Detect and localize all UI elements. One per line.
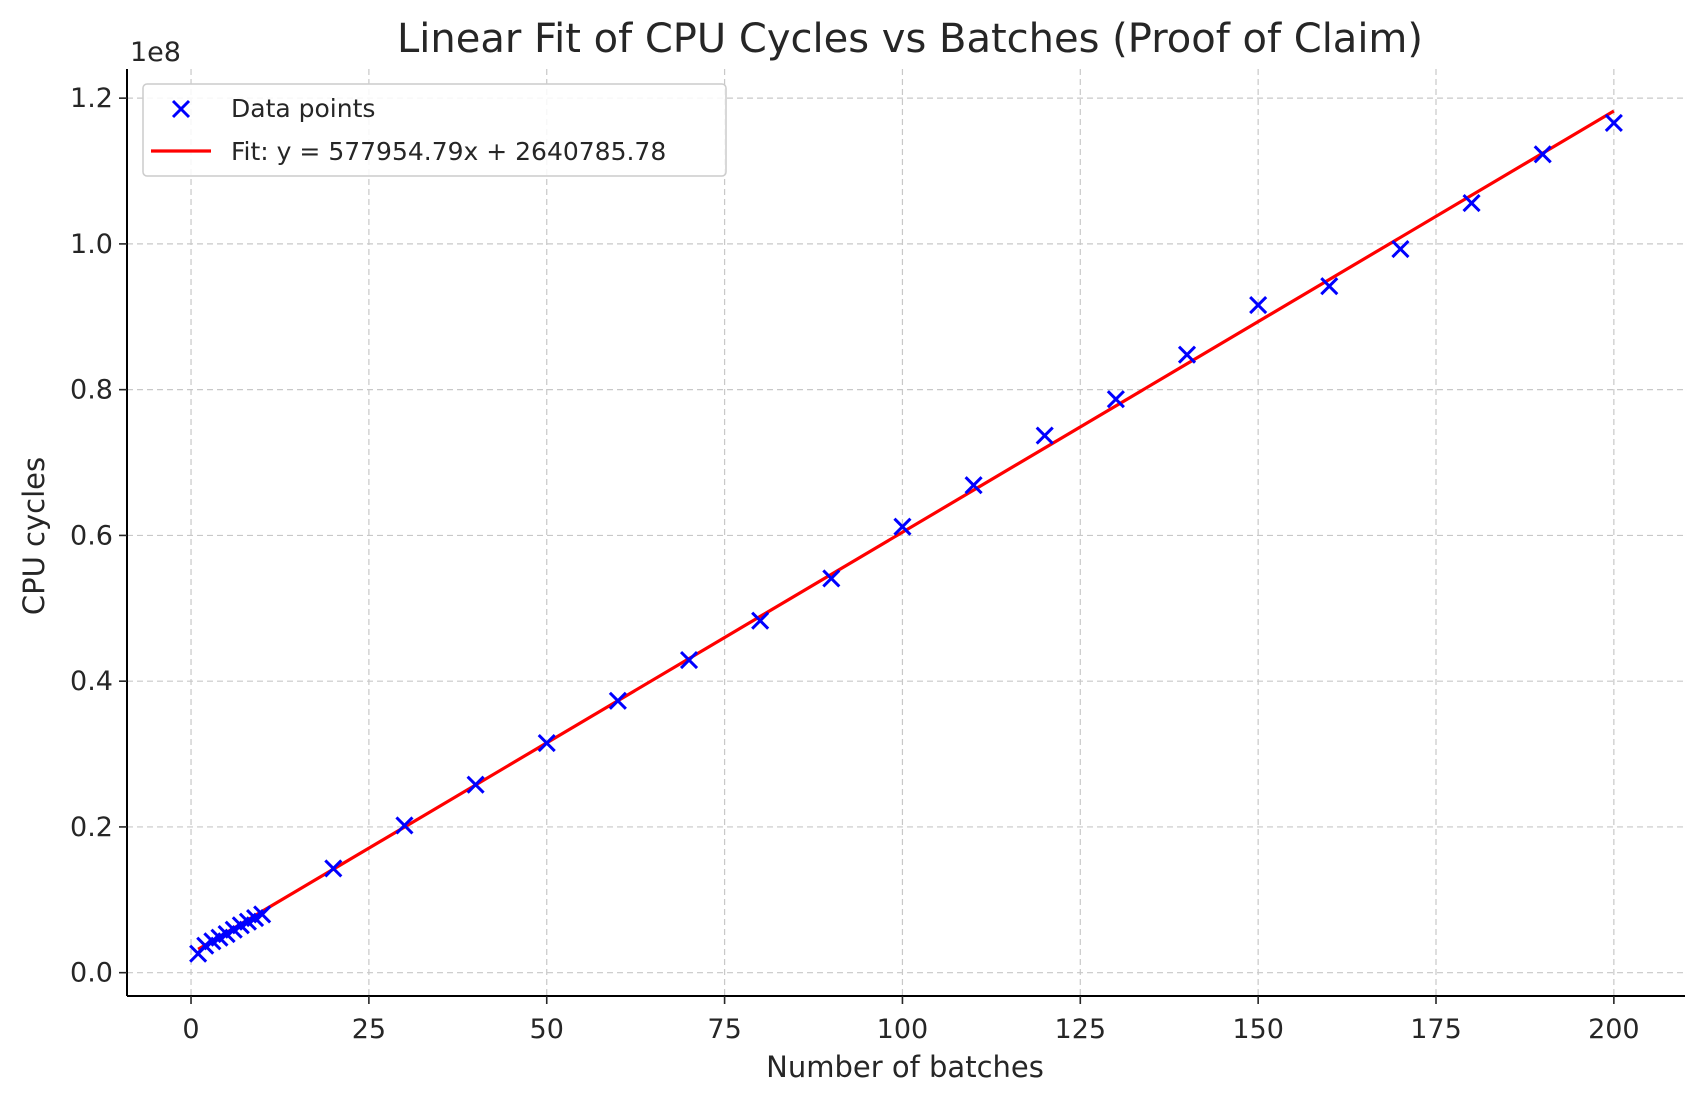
y-tick-label: 0.2	[70, 812, 113, 843]
y-tick-label: 0.0	[70, 958, 113, 989]
legend-box	[142, 83, 727, 177]
data-point	[893, 517, 912, 536]
data-points-layer	[189, 113, 1623, 963]
legend-x-marker	[171, 99, 191, 119]
x-tick-label: 175	[1410, 1014, 1462, 1045]
x-tick-label: 100	[877, 1014, 929, 1045]
y-offset-label: 1e8	[130, 37, 181, 68]
data-point	[679, 650, 699, 670]
x-tick-label: 75	[707, 1014, 741, 1045]
data-point	[1533, 145, 1552, 164]
x-tick-label: 125	[1055, 1014, 1107, 1045]
data-point	[253, 905, 272, 924]
x-tick-label: 0	[182, 1014, 199, 1045]
data-point	[822, 569, 841, 588]
data-point	[964, 476, 983, 495]
x-tick-label: 25	[352, 1014, 386, 1045]
y-tick-label: 1.0	[70, 229, 113, 260]
data-point	[608, 691, 627, 710]
x-tick-label: 150	[1232, 1014, 1284, 1045]
y-axis-ticks: 0.0 0.2 0.4 0.6 0.8 1.0 1.2	[70, 83, 127, 989]
data-point	[751, 611, 770, 630]
data-point	[1035, 426, 1054, 445]
legend: Data points Fit: y = 577954.79x + 264078…	[142, 83, 727, 177]
x-tick-label: 200	[1588, 1014, 1640, 1045]
axes	[126, 69, 1685, 997]
grid	[127, 69, 1685, 996]
legend-scatter-marker	[171, 99, 191, 119]
y-tick-label: 0.6	[70, 520, 113, 551]
data-point	[1462, 194, 1481, 213]
y-tick-label: 0.4	[70, 666, 113, 697]
legend-label-data-points: Data points	[231, 94, 375, 123]
legend-label-fit: Fit: y = 577954.79x + 2640785.78	[231, 137, 666, 166]
data-point	[1106, 390, 1125, 409]
x-axis-ticks: 0 25 50 75 100 125 150 175 200	[182, 996, 1640, 1045]
data-point	[537, 734, 556, 753]
chart-title: Linear Fit of CPU Cycles vs Batches (Pro…	[397, 16, 1423, 62]
data-point	[1604, 113, 1623, 132]
data-point	[1177, 345, 1197, 364]
data-point	[395, 816, 414, 835]
y-axis-label: CPU cycles	[17, 457, 51, 615]
y-tick-label: 1.2	[70, 83, 113, 114]
y-tick-label: 0.8	[70, 375, 113, 406]
data-point	[1391, 239, 1410, 259]
data-point	[466, 775, 485, 794]
data-point	[1249, 296, 1268, 315]
x-axis-label: Number of batches	[766, 1050, 1044, 1084]
data-point	[324, 859, 343, 878]
x-tick-label: 50	[530, 1014, 564, 1045]
data-point	[1320, 277, 1339, 296]
